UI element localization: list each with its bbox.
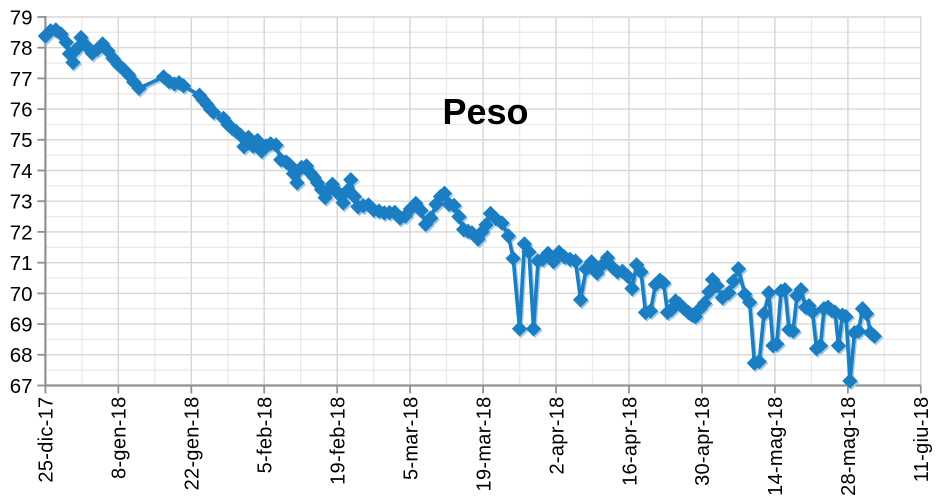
svg-text:2-apr-18: 2-apr-18 — [546, 397, 568, 475]
svg-text:76: 76 — [10, 99, 33, 122]
svg-text:5-feb-18: 5-feb-18 — [255, 397, 277, 474]
svg-text:16-apr-18: 16-apr-18 — [619, 397, 641, 486]
svg-text:79: 79 — [10, 6, 33, 29]
svg-text:22-gen-18: 22-gen-18 — [182, 397, 204, 491]
svg-text:70: 70 — [10, 283, 33, 306]
svg-text:5-mar-18: 5-mar-18 — [400, 397, 422, 481]
svg-text:74: 74 — [10, 160, 33, 183]
svg-text:19-mar-18: 19-mar-18 — [473, 397, 495, 492]
svg-text:77: 77 — [10, 68, 33, 91]
svg-text:25-dic-17: 25-dic-17 — [36, 397, 58, 483]
svg-text:14-mag-18: 14-mag-18 — [765, 397, 787, 496]
svg-text:78: 78 — [10, 37, 33, 60]
svg-text:28-mag-18: 28-mag-18 — [838, 397, 860, 496]
svg-text:11-giu-18: 11-giu-18 — [911, 397, 933, 483]
svg-text:67: 67 — [10, 375, 33, 398]
svg-text:8-gen-18: 8-gen-18 — [109, 397, 131, 479]
svg-text:19-feb-18: 19-feb-18 — [328, 397, 350, 485]
svg-text:71: 71 — [10, 252, 33, 275]
svg-text:72: 72 — [10, 221, 33, 244]
svg-text:69: 69 — [10, 314, 33, 337]
svg-text:Peso: Peso — [443, 91, 529, 132]
svg-text:75: 75 — [10, 129, 33, 152]
svg-text:30-apr-18: 30-apr-18 — [692, 397, 714, 486]
svg-text:68: 68 — [10, 344, 33, 367]
svg-text:73: 73 — [10, 191, 33, 214]
